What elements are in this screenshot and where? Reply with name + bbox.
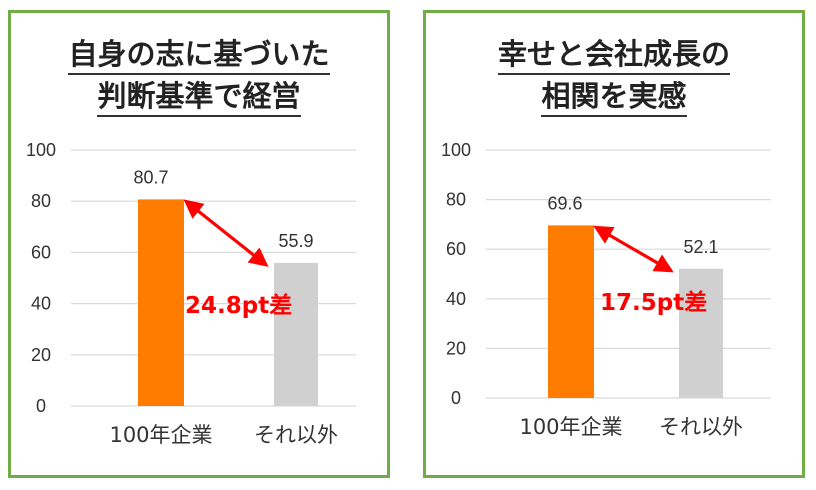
- y-tick-label: 0: [36, 396, 46, 416]
- y-tick-label: 20: [446, 338, 466, 358]
- data-label: 80.7: [133, 167, 168, 187]
- difference-arrow: [183, 199, 269, 267]
- y-tick-label: 40: [446, 289, 466, 309]
- data-label: 55.9: [278, 231, 313, 251]
- chart-title-left: 自身の志に基づいた 判断基準で経営: [11, 33, 387, 117]
- y-tick-label: 80: [446, 190, 466, 210]
- chart-title-line-2: 判断基準で経営: [97, 77, 301, 117]
- chart-title-line-1: 自身の志に基づいた: [68, 35, 330, 75]
- category-label: それ以外: [254, 423, 338, 447]
- category-label: それ以外: [659, 415, 743, 439]
- bar-chart-right: 0 20 40 60 80 100 69.6 100年企業 52.1 それ以外 17.5pt差: [441, 140, 771, 439]
- bar: [679, 268, 723, 398]
- chart-title-right: 幸せと会社成長の 相関を実感: [426, 33, 802, 117]
- bar-chart-left: 0 20 40 60 80 100 80.7 100年企業 55.9 それ以外 24.8pt差: [26, 140, 356, 447]
- y-tick-label: 60: [31, 242, 51, 262]
- y-tick-label: 20: [31, 345, 51, 365]
- y-tick-label: 0: [451, 388, 461, 408]
- y-tick-label: 80: [31, 191, 51, 211]
- chart-title-line-1: 幸せと会社成長の: [497, 35, 730, 75]
- bar: [274, 262, 318, 406]
- category-label: 100年企業: [109, 423, 212, 447]
- y-tick-label: 40: [31, 294, 51, 314]
- data-label: 52.1: [683, 237, 718, 257]
- chart-panel-left: 自身の志に基づいた 判断基準で経営 0 20 40 60 80 100 80.7 100年企業…: [8, 10, 390, 478]
- y-tick-label: 60: [446, 239, 466, 259]
- bar: [548, 225, 594, 398]
- y-tick-label: 100: [26, 140, 56, 160]
- difference-label: 24.8pt差: [185, 292, 292, 319]
- category-label: 100年企業: [519, 415, 622, 439]
- chart-title-line-2: 相関を実感: [541, 77, 687, 117]
- chart-panel-right: 幸せと会社成長の 相関を実感 0 20 40 60 80 100 69.6 100年企業 52.…: [423, 10, 805, 478]
- bar: [138, 199, 184, 406]
- y-tick-label: 100: [441, 140, 471, 160]
- difference-arrow: [593, 225, 674, 273]
- data-label: 69.6: [547, 193, 582, 213]
- difference-label: 17.5pt差: [600, 289, 707, 316]
